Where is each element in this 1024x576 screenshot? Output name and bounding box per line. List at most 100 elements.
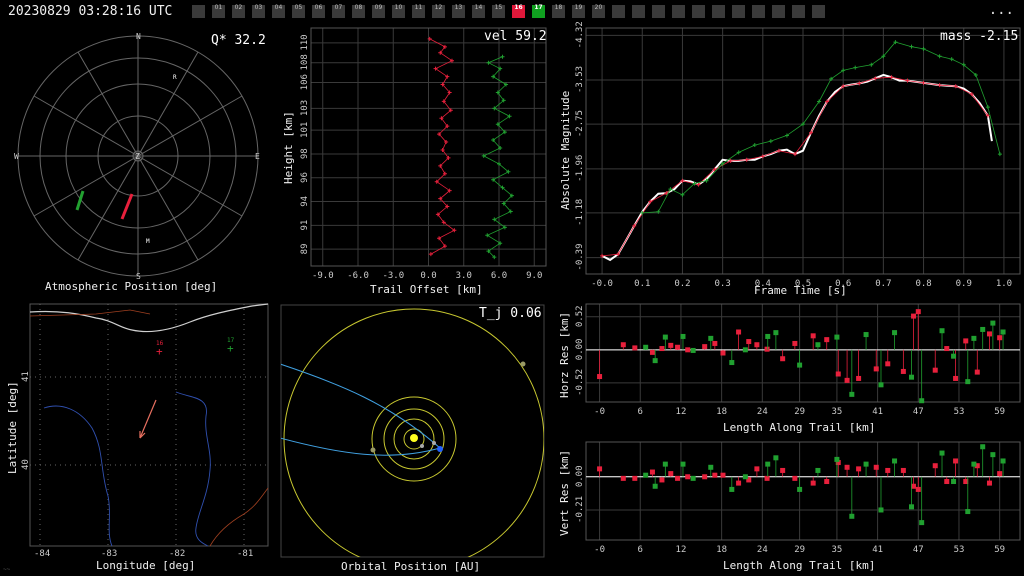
x-tick-label: 0.0 <box>420 271 436 281</box>
value-label: vel 59.2 <box>484 29 547 44</box>
red-series-line <box>429 38 456 255</box>
camera-button-16[interactable]: 16 <box>512 4 525 18</box>
residual-point <box>932 367 938 373</box>
camera-label: 16 <box>514 4 523 11</box>
green-data-point <box>495 122 500 127</box>
camera-button-slot-0[interactable] <box>192 5 205 18</box>
residual-point <box>662 461 668 467</box>
camera-button-slot-26[interactable] <box>712 5 725 18</box>
x-tick-label: 0.7 <box>875 279 891 289</box>
camera-button-slot-27[interactable] <box>732 5 745 18</box>
residual-point <box>632 475 638 481</box>
residual-point <box>873 464 879 470</box>
x-tick-label: 47 <box>913 407 924 417</box>
red-data-point <box>450 58 454 63</box>
residual-point <box>649 349 655 355</box>
residual-point <box>834 456 840 462</box>
x-tick-label: 12 <box>676 407 687 417</box>
camera-button-06[interactable]: 06 <box>312 4 325 18</box>
camera-button-17[interactable]: 17 <box>532 4 545 18</box>
green-data-point <box>492 217 497 222</box>
camera-button-11[interactable]: 11 <box>412 4 425 18</box>
camera-button-01[interactable]: 01 <box>212 4 225 18</box>
camera-button-slot-29[interactable] <box>772 5 785 18</box>
camera-button-18[interactable]: 18 <box>552 4 565 18</box>
green-data-point <box>692 181 697 186</box>
top-bar: 20230829 03:28:16 UTC 01 02 03 04 05 06 07 08 09… <box>0 0 1024 24</box>
camera-button-slot-30[interactable] <box>792 5 805 18</box>
residual-point <box>765 461 771 467</box>
green-data-point <box>501 201 506 206</box>
y-tick-label: -0.52 <box>575 369 585 396</box>
camera-label: 01 <box>214 4 223 11</box>
camera-button-19[interactable]: 19 <box>572 4 585 18</box>
green-data-point <box>485 233 490 238</box>
red-data-point <box>442 44 447 49</box>
red-data-point <box>776 148 781 153</box>
camera-button-slot-21[interactable] <box>612 5 625 18</box>
map-xtick-0: -84 <box>34 549 50 559</box>
camera-button-20[interactable]: 20 <box>592 4 605 18</box>
y-tick-label: -0.39 <box>575 244 585 271</box>
camera-button-slot-23[interactable] <box>652 5 665 18</box>
camera-button-03[interactable]: 03 <box>252 4 265 18</box>
camera-button-09[interactable]: 09 <box>372 4 385 18</box>
camera-button-13[interactable]: 13 <box>452 4 465 18</box>
red-data-point <box>937 83 942 88</box>
state-border-east <box>175 391 211 547</box>
y-tick-label: 94 <box>300 196 310 207</box>
y-tick-label: -1.18 <box>575 199 585 226</box>
residual-point <box>971 335 977 341</box>
planet-icon <box>420 444 424 448</box>
y-tick-label: 103 <box>300 100 310 116</box>
camera-button-slot-22[interactable] <box>632 5 645 18</box>
camera-button-05[interactable]: 05 <box>292 4 305 18</box>
x-tick-label: -6.0 <box>347 271 369 281</box>
y-tick-label: -1.96 <box>575 155 585 182</box>
camera-button-slot-31[interactable] <box>812 5 825 18</box>
green-data-point <box>497 161 501 166</box>
camera-button-04[interactable]: 04 <box>272 4 285 18</box>
green-data-point <box>801 122 805 127</box>
mercury-orbit <box>403 428 425 450</box>
y-tick-label: -4.32 <box>575 21 585 48</box>
residual-point <box>951 353 957 359</box>
camera-button-10[interactable]: 10 <box>392 4 405 18</box>
x-tick-label: 41 <box>872 407 883 417</box>
residual-point <box>939 450 945 456</box>
green-data-point <box>817 99 822 104</box>
camera-label: 07 <box>334 4 343 11</box>
residual-point <box>680 333 686 339</box>
residual-point <box>965 379 971 385</box>
camera-button-07[interactable]: 07 <box>332 4 345 18</box>
camera-button-12[interactable]: 12 <box>432 4 445 18</box>
x-axis-label: Length Along Trail [km] <box>723 559 875 572</box>
green-data-point <box>498 145 503 150</box>
residual-point <box>997 335 1003 341</box>
residual-point <box>742 347 748 353</box>
red-data-point <box>440 82 445 87</box>
camera-button-slot-25[interactable] <box>692 5 705 18</box>
green-data-point <box>504 82 509 87</box>
camera-button-02[interactable]: 02 <box>232 4 245 18</box>
green-data-point <box>508 209 513 214</box>
red-data-point <box>841 84 846 89</box>
y-tick-label: 89 <box>300 243 310 254</box>
red-data-point <box>444 140 449 145</box>
x-tick-label: 18 <box>716 545 727 555</box>
camera-button-15[interactable]: 15 <box>492 4 505 18</box>
compass-south: S <box>136 272 141 281</box>
y-axis-label: Absolute Magnitude <box>559 91 572 210</box>
residual-point <box>965 509 971 515</box>
red-data-point <box>792 152 797 157</box>
camera-button-08[interactable]: 08 <box>352 4 365 18</box>
camera-button-14[interactable]: 14 <box>472 4 485 18</box>
green-data-point <box>720 161 725 166</box>
residual-point <box>668 342 674 348</box>
green-data-point <box>481 153 486 158</box>
residual-point <box>878 507 884 513</box>
camera-button-slot-24[interactable] <box>672 5 685 18</box>
y-tick-label: 98 <box>300 148 310 159</box>
camera-button-slot-28[interactable] <box>752 5 765 18</box>
menu-button[interactable]: ... <box>988 2 1014 18</box>
